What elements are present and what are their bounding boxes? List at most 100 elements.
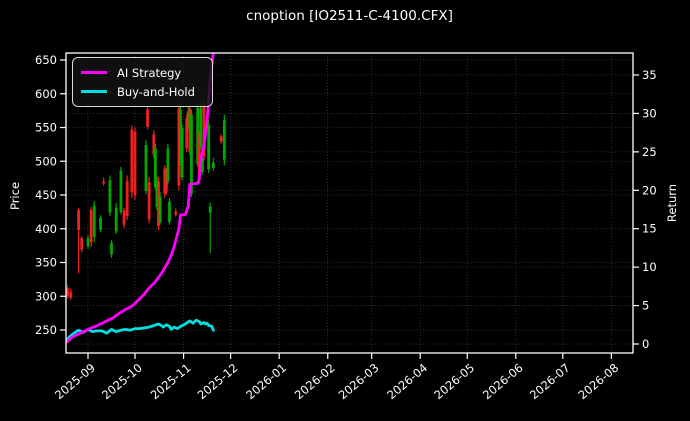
candle-body — [219, 136, 223, 142]
candle-body — [174, 211, 178, 215]
candlestick — [188, 105, 192, 156]
price-tick-label: 500 — [35, 154, 57, 168]
month-tick-label: 2026-03 — [336, 361, 382, 403]
candlestick — [155, 176, 159, 210]
candle-body — [153, 148, 157, 188]
legend: AI Strategy Buy-and-Hold — [72, 57, 213, 107]
candlestick — [80, 236, 84, 253]
candlestick — [208, 202, 212, 254]
buy-and-hold-line-swatch — [81, 90, 107, 93]
candlestick — [196, 103, 200, 167]
plot-border — [65, 52, 634, 354]
return-tick-label: 0 — [642, 337, 649, 351]
month-tick-label: 2025-11 — [148, 361, 194, 403]
month-tick-label: 2026-01 — [243, 361, 289, 403]
candle-body — [69, 292, 73, 298]
candlestick — [164, 168, 168, 195]
candle-body — [99, 217, 102, 230]
candle-body — [179, 109, 182, 162]
candle-body — [186, 111, 190, 127]
return-tick-label: 35 — [642, 68, 657, 82]
candle-body — [86, 238, 90, 247]
candlestick — [168, 197, 171, 225]
candle-body — [207, 124, 211, 170]
candlestick — [153, 143, 157, 191]
candlestick — [86, 234, 90, 249]
candle-body — [222, 120, 226, 160]
candlestick — [211, 157, 215, 171]
candlestick — [144, 140, 148, 195]
candle-body — [199, 107, 203, 148]
legend-item-buy-and-hold: Buy-and-Hold — [81, 82, 204, 101]
candlestick — [122, 207, 126, 229]
candle-body — [77, 209, 80, 231]
candle-body — [166, 148, 170, 182]
candle-body — [157, 181, 160, 227]
candle-body — [185, 118, 189, 149]
return-tick-label: 30 — [642, 106, 657, 120]
return-axis-label: Return — [665, 183, 679, 223]
candle-body — [164, 170, 168, 192]
candle-body — [108, 180, 112, 213]
axis-ticks — [60, 59, 639, 359]
price-tick-label: 350 — [35, 256, 57, 270]
candlestick — [219, 134, 223, 144]
candle-body — [202, 104, 206, 157]
price-axis-label: Price — [8, 181, 22, 211]
candlestick — [163, 165, 167, 198]
candlestick — [166, 143, 170, 185]
candlestick — [119, 166, 123, 215]
month-tick-label: 2025-09 — [52, 361, 98, 403]
return-tick-label: 15 — [642, 222, 657, 236]
candlestick — [157, 176, 160, 231]
candle-body — [122, 210, 126, 225]
candle-body — [158, 196, 162, 222]
candlestick — [130, 125, 134, 198]
candlestick — [179, 105, 182, 166]
ai-strategy-line — [66, 53, 215, 344]
candle-body — [197, 134, 201, 180]
candlestick — [89, 207, 93, 247]
price-tick-label: 550 — [35, 121, 57, 135]
candle-body — [89, 209, 93, 243]
candlestick — [108, 175, 112, 216]
price-tick-label: 450 — [35, 188, 57, 202]
return-tick-label: 25 — [642, 145, 657, 159]
month-tick-label: 2025-10 — [99, 361, 145, 403]
candle-body — [190, 114, 193, 194]
candlestick — [222, 114, 226, 166]
candlestick — [185, 114, 189, 152]
month-tick-label: 2025-12 — [195, 361, 241, 403]
candle-body — [119, 170, 123, 212]
candle-body — [177, 108, 181, 186]
candlestick — [102, 177, 106, 186]
candlestick — [146, 106, 149, 130]
candlestick — [125, 175, 129, 220]
price-tick-label: 400 — [35, 222, 57, 236]
return-tick-label: 10 — [642, 260, 657, 274]
month-tick-label: 2026-02 — [292, 361, 338, 403]
candlestick — [174, 208, 178, 217]
candle-body — [200, 157, 204, 173]
candlestick — [77, 207, 80, 274]
candle-body — [92, 205, 96, 237]
candlestick — [69, 288, 73, 300]
candle-body — [155, 181, 159, 208]
month-tick-label: 2026-05 — [431, 361, 477, 403]
month-tick-label: 2026-04 — [384, 361, 430, 403]
candlestick — [180, 124, 184, 181]
candle-body — [168, 201, 171, 222]
chart-title: cnoption [IO2511-C-4100.CFX] — [246, 8, 453, 24]
candlestick — [99, 215, 102, 233]
candlestick — [190, 109, 193, 198]
legend-label-buy-and-hold: Buy-and-Hold — [117, 84, 195, 99]
legend-label-ai-strategy: AI Strategy — [117, 65, 182, 80]
candle-body — [133, 131, 137, 195]
price-tick-label: 600 — [35, 87, 57, 101]
candle-body — [152, 134, 156, 155]
candle-body — [102, 181, 106, 184]
candlestick — [207, 120, 211, 173]
legend-item-ai-strategy: AI Strategy — [81, 63, 204, 82]
ai-strategy-line-swatch — [81, 71, 107, 74]
